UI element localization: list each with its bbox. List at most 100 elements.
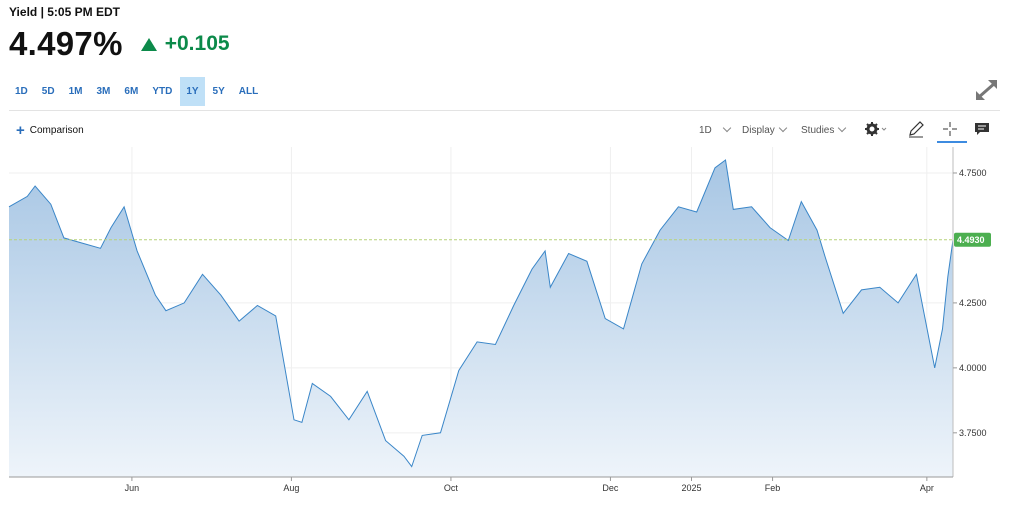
data-point bbox=[110, 226, 112, 228]
data-point bbox=[366, 390, 368, 392]
yield-chart[interactable]: 4.7500 4.2500 4.0000 3.7500 Jun Aug Oct Dec 202… bbox=[0, 145, 1024, 495]
data-point bbox=[816, 229, 818, 231]
interval-label: 1D bbox=[699, 124, 712, 136]
range-tab-5y[interactable]: 5Y bbox=[212, 86, 225, 97]
data-point bbox=[293, 419, 295, 421]
yield-header: Yield | 5:05 PM EDT bbox=[9, 5, 120, 19]
data-point bbox=[879, 286, 881, 288]
change-value: +0.105 bbox=[164, 32, 230, 55]
data-point bbox=[34, 185, 36, 187]
crosshair-active-indicator bbox=[937, 141, 967, 143]
data-point bbox=[439, 432, 441, 434]
data-point bbox=[63, 237, 65, 239]
data-point bbox=[641, 263, 643, 265]
range-tab-1y[interactable]: 1Y bbox=[180, 77, 205, 106]
data-point bbox=[329, 395, 331, 397]
data-point bbox=[403, 455, 405, 457]
x-tick-label: Feb bbox=[765, 483, 781, 493]
range-tab-5d[interactable]: 5D bbox=[41, 86, 55, 97]
y-tick-label: 3.7500 bbox=[959, 428, 987, 438]
data-point bbox=[824, 255, 826, 257]
data-point bbox=[769, 226, 771, 228]
data-point bbox=[787, 239, 789, 241]
data-point bbox=[915, 273, 917, 275]
data-point bbox=[183, 302, 185, 304]
range-tab-ytd[interactable]: YTD bbox=[152, 86, 173, 97]
settings-icon bbox=[865, 122, 887, 136]
data-point bbox=[750, 206, 752, 208]
data-point bbox=[947, 276, 949, 278]
data-point bbox=[586, 260, 588, 262]
quote-row: 4.497% +0.105 bbox=[9, 24, 230, 64]
range-tab-6m[interactable]: 6M bbox=[124, 86, 139, 97]
data-point bbox=[99, 247, 101, 249]
data-point bbox=[411, 465, 413, 467]
data-point bbox=[201, 273, 203, 275]
data-point bbox=[934, 367, 936, 369]
data-point bbox=[301, 421, 303, 423]
data-point bbox=[604, 317, 606, 319]
comment-button[interactable] bbox=[972, 119, 992, 139]
data-point bbox=[714, 167, 716, 169]
y-tick-label: 4.7500 bbox=[959, 168, 987, 178]
range-tab-1m[interactable]: 1M bbox=[68, 86, 83, 97]
y-axis: 4.7500 4.2500 4.0000 3.7500 bbox=[952, 147, 987, 477]
settings-button[interactable] bbox=[864, 119, 887, 139]
range-tabs: 1D 5D 1M 3M 6M YTD 1Y 5Y ALL bbox=[9, 77, 266, 106]
data-point bbox=[549, 286, 551, 288]
data-point bbox=[311, 382, 313, 384]
data-point bbox=[81, 242, 83, 244]
data-point bbox=[220, 294, 222, 296]
range-tab-1d[interactable]: 1D bbox=[15, 86, 28, 97]
x-tick-label: Apr bbox=[920, 483, 934, 493]
crosshair-button[interactable] bbox=[940, 119, 960, 139]
data-point bbox=[458, 369, 460, 371]
data-point bbox=[659, 229, 661, 231]
studies-dropdown[interactable]: Studies bbox=[801, 118, 847, 142]
last-yield-value: 4.497% bbox=[9, 25, 123, 62]
data-point bbox=[26, 195, 28, 197]
plus-icon: + bbox=[16, 121, 25, 139]
y-tick-label: 4.2500 bbox=[959, 298, 987, 308]
data-point bbox=[421, 434, 423, 436]
data-point bbox=[476, 341, 478, 343]
data-point bbox=[50, 203, 52, 205]
expand-button[interactable] bbox=[972, 76, 1002, 104]
data-point bbox=[567, 252, 569, 254]
data-point bbox=[544, 250, 546, 252]
data-point bbox=[275, 315, 277, 317]
data-point bbox=[622, 328, 624, 330]
x-tick-label: 2025 bbox=[681, 483, 701, 493]
pencil-icon bbox=[909, 121, 924, 138]
current-value-label: 4.4930 bbox=[957, 235, 985, 245]
data-point bbox=[384, 439, 386, 441]
data-point bbox=[154, 294, 156, 296]
data-point bbox=[860, 289, 862, 291]
display-dropdown[interactable]: Display bbox=[742, 118, 788, 142]
series-line bbox=[8, 159, 954, 468]
x-tick-label: Aug bbox=[283, 483, 299, 493]
data-point bbox=[897, 302, 899, 304]
data-point bbox=[348, 419, 350, 421]
data-point bbox=[165, 310, 167, 312]
data-point bbox=[952, 239, 954, 241]
interval-dropdown[interactable]: 1D bbox=[699, 118, 732, 142]
up-arrow-icon bbox=[140, 37, 157, 51]
chevron-down-icon bbox=[722, 123, 732, 133]
data-point bbox=[724, 159, 726, 161]
data-point bbox=[494, 343, 496, 345]
data-point bbox=[696, 211, 698, 213]
comparison-button[interactable]: + Comparison bbox=[16, 121, 84, 139]
data-point bbox=[238, 320, 240, 322]
range-tab-3m[interactable]: 3M bbox=[96, 86, 111, 97]
change-group: +0.105 bbox=[140, 32, 230, 56]
series-area bbox=[9, 160, 953, 477]
x-tick-label: Oct bbox=[444, 483, 459, 493]
comparison-label: Comparison bbox=[29, 125, 84, 136]
data-point bbox=[136, 250, 138, 252]
draw-button[interactable] bbox=[906, 119, 926, 139]
studies-label: Studies bbox=[801, 124, 835, 136]
comment-icon bbox=[975, 123, 989, 135]
range-tab-all[interactable]: ALL bbox=[238, 86, 259, 97]
data-point bbox=[123, 206, 125, 208]
